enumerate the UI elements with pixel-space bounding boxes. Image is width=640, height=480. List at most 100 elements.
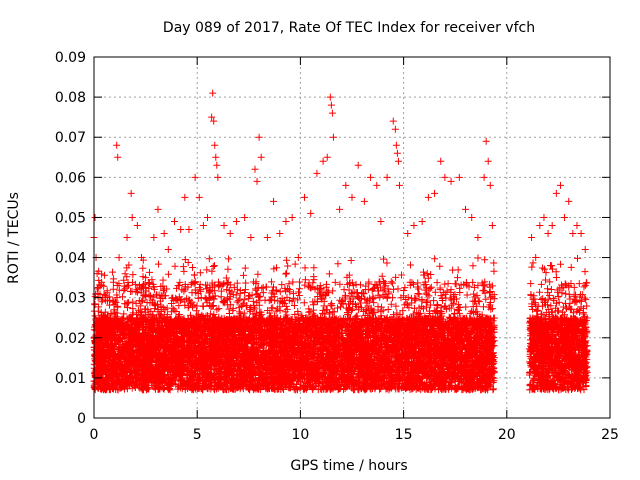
data-point: [373, 181, 381, 189]
data-point: [127, 189, 135, 197]
data-points: [90, 89, 591, 394]
data-point: [113, 141, 121, 149]
data-point: [391, 125, 399, 133]
data-point: [342, 181, 350, 189]
data-point: [532, 254, 540, 262]
data-point: [536, 221, 544, 229]
data-point: [348, 193, 356, 201]
data-point: [160, 229, 168, 237]
plot-frame: [93, 56, 611, 419]
data-point: [93, 270, 101, 278]
data-point: [164, 246, 172, 254]
data-point: [170, 217, 178, 225]
data-point: [482, 137, 490, 145]
data-point: [288, 213, 296, 221]
data-point: [263, 234, 271, 241]
data-point: [455, 173, 463, 181]
data-point: [556, 181, 564, 189]
data-point: [276, 229, 284, 237]
data-point: [540, 213, 548, 221]
y-tick-label: 0.08: [55, 90, 86, 106]
data-point: [123, 234, 131, 241]
x-tick-label: 5: [193, 427, 202, 443]
data-point: [209, 89, 217, 97]
data-point: [394, 157, 402, 165]
data-point: [247, 234, 255, 241]
data-point: [213, 161, 221, 169]
data-point: [447, 177, 455, 185]
data-point: [133, 221, 141, 229]
data-point: [581, 246, 589, 254]
y-tick-label: 0.04: [55, 251, 86, 267]
y-tick-label: 0.06: [55, 170, 86, 186]
data-point: [328, 109, 336, 117]
data-point: [191, 173, 199, 181]
data-point: [137, 254, 145, 262]
data-point: [204, 213, 212, 221]
y-tick-label: 0.03: [55, 291, 86, 307]
data-point: [561, 213, 569, 221]
data-point: [241, 213, 249, 221]
data-point: [232, 217, 240, 225]
data-point: [294, 254, 302, 262]
data-point: [214, 173, 222, 181]
data-point: [208, 113, 216, 121]
data-point: [565, 197, 573, 205]
y-tick-label: 0.09: [55, 50, 86, 66]
data-point: [185, 225, 193, 233]
y-tick-labels: 0 0.01 0.02 0.03 0.04 0.05 0.06 0.07 0.08 0.09: [55, 50, 86, 427]
y-axis-label: ROTI / TECUs: [6, 192, 22, 284]
data-point: [468, 213, 476, 221]
y-tick-label: 0: [77, 411, 86, 427]
data-point: [577, 229, 585, 237]
data-point: [474, 234, 482, 241]
data-point: [257, 153, 265, 161]
data-point: [323, 153, 331, 161]
data-point: [329, 133, 337, 141]
data-point: [319, 157, 327, 165]
data-point: [573, 221, 581, 229]
data-point: [327, 101, 335, 109]
data-point: [142, 274, 150, 282]
y-tick-label: 0.02: [55, 331, 86, 347]
x-tick-label: 10: [291, 427, 309, 443]
data-point: [431, 189, 439, 197]
data-point: [383, 173, 391, 181]
data-point: [354, 161, 362, 169]
data-point: [95, 314, 103, 322]
chart-title: Day 089 of 2017, Rate Of TEC Index for r…: [163, 20, 535, 36]
data-point: [528, 234, 536, 241]
data-point: [199, 221, 207, 229]
dense-point-cloud: [90, 254, 591, 394]
data-point: [326, 93, 334, 101]
data-point: [210, 117, 218, 125]
data-point: [220, 221, 228, 229]
data-point: [395, 181, 403, 189]
data-point: [253, 177, 261, 185]
x-axis-label: GPS time / hours: [290, 458, 407, 474]
data-point: [177, 225, 185, 233]
data-point: [424, 193, 432, 201]
data-point: [441, 173, 449, 181]
data-point: [462, 205, 470, 213]
data-point: [154, 205, 162, 213]
data-point: [255, 133, 263, 141]
data-point: [377, 217, 385, 225]
data-point: [488, 221, 496, 229]
data-point: [418, 217, 426, 225]
data-point: [211, 141, 219, 149]
data-point: [486, 181, 494, 189]
x-tick-label: 15: [395, 427, 413, 443]
data-point: [251, 165, 259, 173]
data-point: [181, 193, 189, 201]
data-point: [114, 153, 122, 161]
data-point: [301, 193, 309, 201]
data-point: [437, 157, 445, 165]
data-point: [128, 213, 136, 221]
data-point: [548, 221, 556, 229]
y-tick-label: 0.01: [55, 371, 86, 387]
data-point: [389, 117, 397, 125]
x-tick-label: 20: [498, 427, 516, 443]
data-point: [404, 229, 412, 237]
data-point: [569, 229, 577, 237]
